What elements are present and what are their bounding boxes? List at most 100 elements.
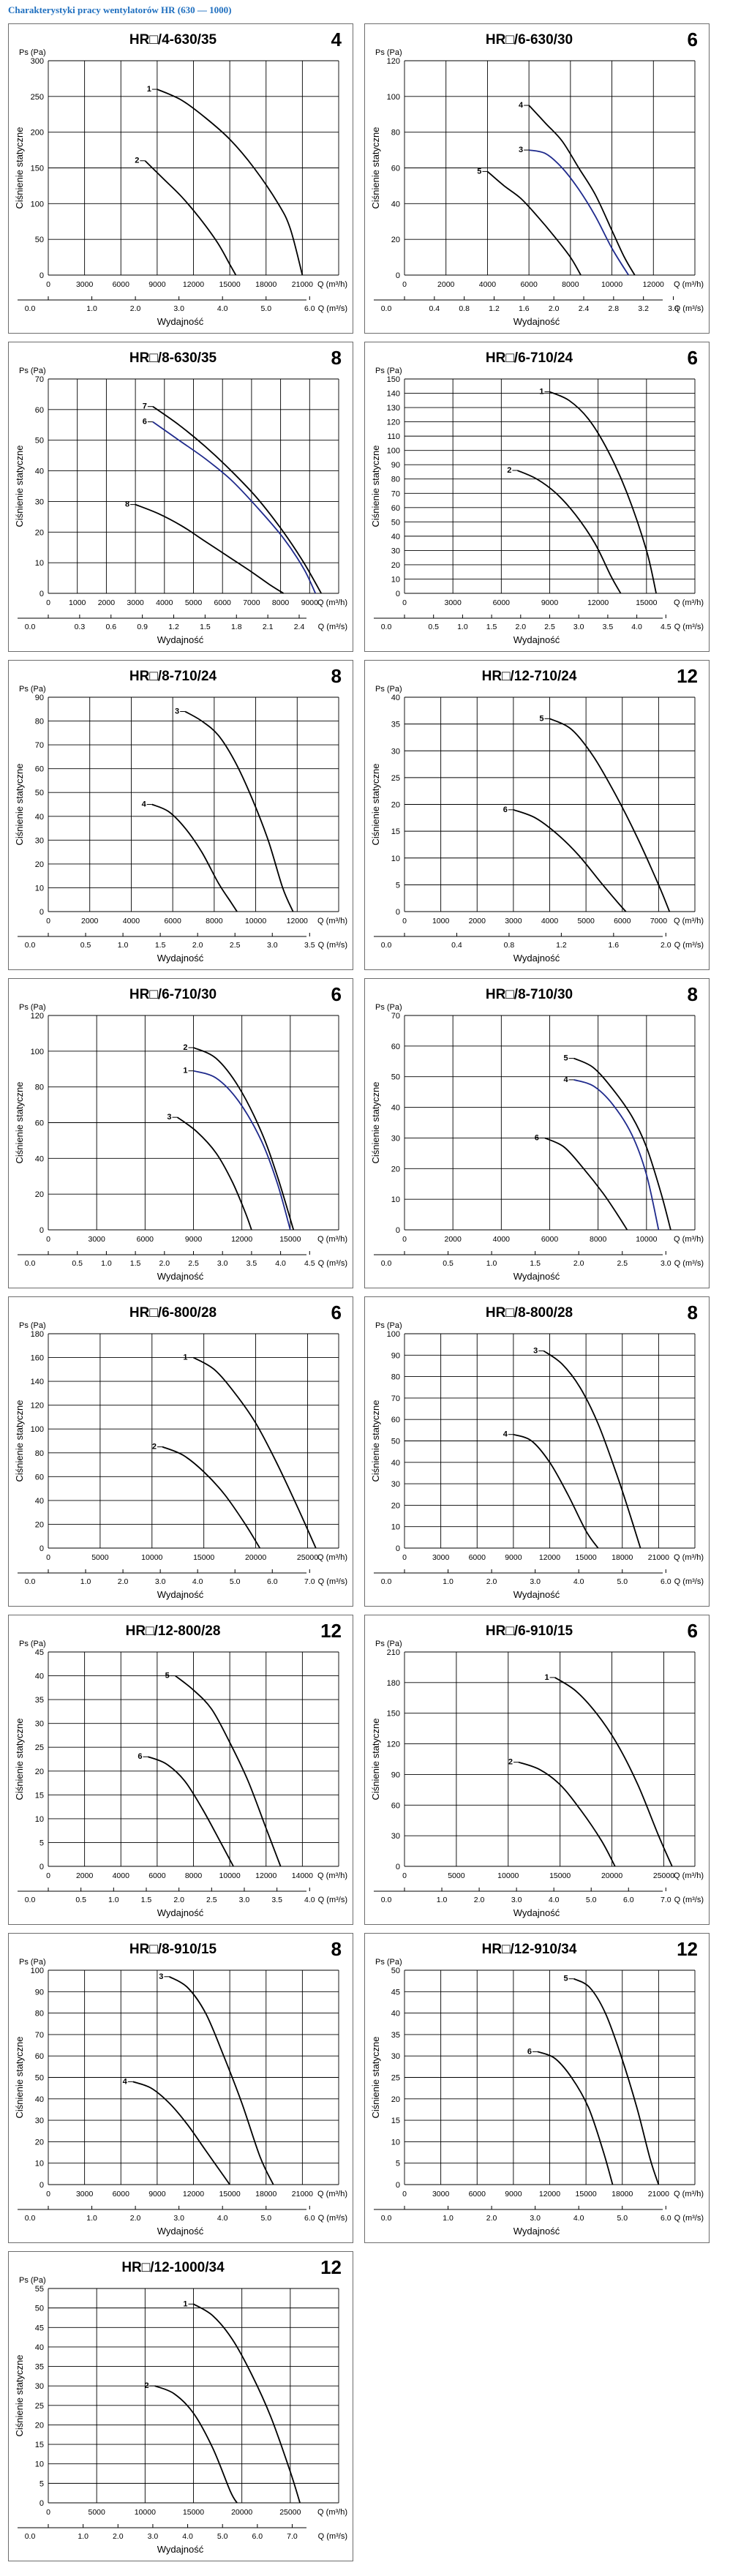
y-axis-label: Ciśnienie statyczne [14,1400,25,1482]
x-unit-label: Q (m³/h) [317,1871,347,1880]
x2-tick-label: 1.5 [155,941,166,950]
x-tick-label: 0 [402,598,407,607]
x-tick-label: 6000 [520,280,538,289]
x2-unit-label: Q (m³/s) [318,304,347,313]
x-unit-label: Q (m³/h) [674,1235,704,1244]
x2-tick-label: 2.0 [515,623,526,631]
x-unit-label: Q (m³/h) [317,280,347,289]
series-line [144,160,237,276]
y-tick-label: 40 [391,1104,400,1113]
chart-panel: HR□/8-630/35 8 Ps (Pa) 0 10 20 30 40 50 60 70 0 1000… [8,342,353,652]
x-tick-label: 2000 [81,917,99,925]
x-tick-label: 4000 [156,598,173,607]
y-tick-label: 140 [31,1378,44,1386]
series-line [518,1761,616,1867]
x-tick-label: 6000 [148,1871,166,1880]
y-tick-label: 120 [31,1402,44,1411]
x-axis-label: Wydajność [157,1907,204,1918]
x2-tick-label: 0.0 [25,2214,36,2223]
y-axis-label: Ciśnienie statyczne [14,127,25,209]
x2-tick-label: 1.6 [609,941,620,950]
x2-tick-label: 5.0 [230,1577,241,1586]
y-tick-label: 0 [39,908,44,917]
x-tick-label: 18000 [255,280,276,289]
x-tick-label: 4000 [541,917,559,925]
y-tick-label: 15 [35,1791,44,1800]
x2-tick-label: 0.9 [137,623,148,631]
x2-tick-label: 0.0 [25,2532,36,2541]
x-tick-label: 5000 [448,1871,465,1880]
x-axis-label: Wydajność [513,2226,560,2237]
x-unit-label: Q (m³/h) [317,2190,347,2198]
x-tick-label: 12000 [231,1235,252,1244]
x2-tick-label: 3.6 [668,304,679,313]
pole-count-label: 12 [677,665,698,687]
y-tick-label: 20 [35,1520,44,1529]
y-tick-label: 40 [391,200,400,209]
series-label: 1 [147,85,151,94]
series-label: 5 [563,1054,568,1063]
chart-panel: HR□/12-910/34 12 Ps (Pa) 0 5 10 15 20 25 30 35 40 45… [364,1933,710,2243]
x2-tick-label: 1.0 [86,2214,97,2223]
x2-tick-label: 0.0 [25,1896,36,1904]
x2-tick-label: 3.0 [239,1896,250,1904]
y-tick-label: 5 [396,881,400,890]
chart-panel: HR□/6-630/30 6 Ps (Pa) 0 20 40 60 80 100 120 0 2000… [364,23,710,334]
y-tick-label: 0 [39,2499,44,2508]
series-label: 2 [507,466,511,475]
x-axis-label: Wydajność [157,316,204,327]
x-tick-label: 5000 [91,1553,109,1562]
y-tick-label: 40 [391,694,400,702]
chart-panel: HR□/12-800/28 12 Ps (Pa) 0 5 10 15 20 25 30 35 40 45… [8,1615,353,1925]
series-label: 4 [142,800,147,809]
y-tick-label: 30 [391,1134,400,1143]
series-line [152,405,322,594]
y-tick-label: 30 [35,497,44,506]
x-unit-label: Q (m³/h) [317,1553,347,1562]
y-tick-label: 0 [396,1544,400,1553]
x-tick-label: 9000 [541,598,559,607]
series-label: 7 [143,402,147,411]
x-tick-label: 15000 [576,1553,597,1562]
x-tick-label: 3000 [432,1553,450,1562]
y-tick-label: 30 [35,2117,44,2125]
chart-panel: HR□/8-910/15 8 Ps (Pa) 0 10 20 30 40 50 60 70 80 90 1… [8,1933,353,2243]
x-tick-label: 25000 [653,1871,674,1880]
x-tick-label: 1000 [432,917,450,925]
y-tick-label: 40 [35,813,44,822]
chart-svg: HR□/6-800/28 6Ps (Pa)02040608010012014016… [14,1302,347,1600]
x2-unit-label: Q (m³/s) [318,1896,347,1904]
y-unit-label: Ps (Pa) [375,1958,402,1967]
y-tick-label: 20 [391,1165,400,1174]
x-tick-label: 18000 [255,2190,276,2198]
x-tick-label: 3000 [432,2190,450,2198]
y-tick-label: 45 [35,1648,44,1657]
x2-tick-label: 1.0 [101,1259,112,1268]
y-tick-label: 30 [35,1720,44,1729]
series-label: 3 [159,1972,163,1981]
y-axis-label: Ciśnienie statyczne [14,1719,25,1800]
chart-panel: HR□/6-800/28 6 Ps (Pa) 0 20 40 60 80 100 120 140 16… [8,1296,353,1607]
y-tick-label: 80 [35,1084,44,1092]
x2-tick-label: 0.5 [72,1259,83,1268]
chart-panel: HR□/12-710/24 12 Ps (Pa) 0 5 10 15 20 25 30 35 40 0 1… [364,660,710,970]
x-tick-label: 8000 [206,917,223,925]
series-line [175,1675,282,1867]
x-tick-label: 2000 [444,1235,462,1244]
series-line [193,1047,295,1231]
y-tick-label: 70 [35,375,44,384]
series-label: 5 [477,167,481,176]
chart-svg: HR□/12-910/34 12 Ps (Pa) 0 5 10 15 20 25 30 35 40 45… [370,1938,704,2237]
x-tick-label: 12000 [255,1871,276,1880]
x2-unit-label: Q (m³/s) [318,2214,347,2223]
x-tick-label: 0 [46,598,50,607]
x-tick-label: 8000 [590,1235,607,1244]
x2-tick-label: 2.5 [617,1259,628,1268]
x2-tick-label: 1.5 [200,623,211,631]
x2-tick-label: 1.0 [457,623,468,631]
x-tick-label: 6000 [137,1235,154,1244]
series-label: 3 [533,1346,538,1355]
